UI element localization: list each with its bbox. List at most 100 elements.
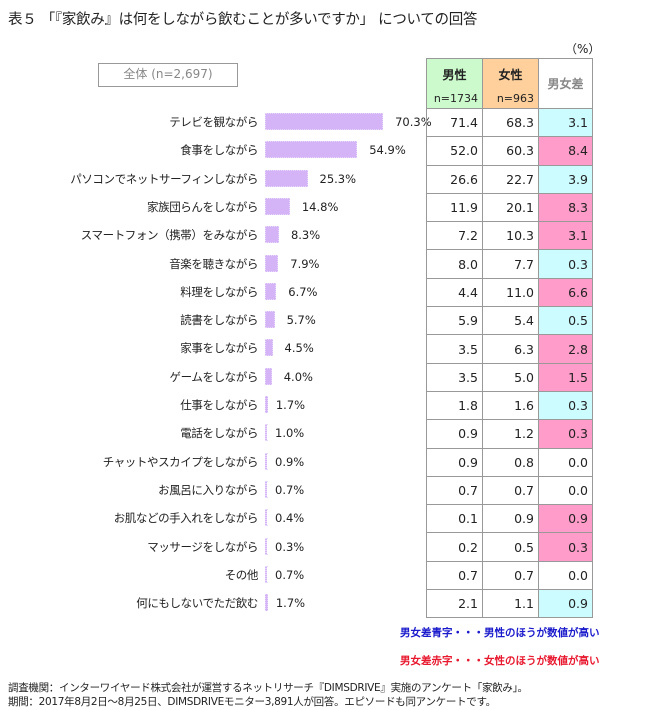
bar-value-label: 25.3% <box>319 171 357 186</box>
cell-diff: 0.3 <box>538 249 593 279</box>
bar <box>265 339 273 357</box>
total-sample-label: 全体 (n=2,697) <box>98 63 238 87</box>
chart-row: 料理をしながら 6.7% <box>0 278 660 306</box>
chart-row: 電話をしながら 1.0% <box>0 419 660 447</box>
table-row: 0.2 0.5 0.3 <box>426 532 593 562</box>
cell-female: 10.3 <box>482 221 539 251</box>
table-row: 5.9 5.4 0.5 <box>426 306 593 336</box>
cell-male: 71.4 <box>426 107 483 138</box>
bar <box>265 452 267 470</box>
table-row: 0.9 0.8 0.0 <box>426 447 593 477</box>
cell-female: 1.6 <box>482 390 539 421</box>
bar-value-label: 1.7% <box>275 398 306 412</box>
cell-female: 7.7 <box>482 249 539 279</box>
legend-blue: 男女差青字・・・男性のほうが数値が高い <box>400 627 600 639</box>
bar <box>265 254 279 272</box>
bar <box>265 226 279 244</box>
table-row: 3.5 6.3 2.8 <box>426 334 593 364</box>
bar <box>265 594 268 612</box>
cell-male: 0.1 <box>426 504 483 534</box>
chart-row: チャットやスカイプをしながら 0.9% <box>0 448 660 476</box>
bar-value-label: 70.3% <box>395 115 432 129</box>
source-line-2: 期間：2017年8月2日～8月25日、DIMSDRIVEモニター3,891人が回… <box>8 696 496 708</box>
header-diff: 男女差 <box>538 58 593 109</box>
cell-diff: 3.1 <box>538 221 593 251</box>
table-row: 2.1 1.1 0.9 <box>426 589 593 619</box>
bar-value-label: 7.9% <box>290 256 320 271</box>
chart-row: その他 0.7% <box>0 561 660 589</box>
bar-value-label: 14.8% <box>301 199 339 214</box>
bar-value-label: 4.0% <box>283 369 313 384</box>
chart-row: 家事をしながら 4.5% <box>0 334 660 362</box>
cell-male: 0.2 <box>426 532 483 562</box>
cell-female: 6.3 <box>482 334 539 364</box>
header-male: 男性 n=1734 <box>426 58 483 109</box>
chart-row: お風呂に入りながら 0.7% <box>0 476 660 504</box>
cell-diff: 2.8 <box>538 334 593 364</box>
gender-table: 男性 n=1734 女性 n=963 男女差 71.4 68.3 3.1 52.0 60… <box>426 58 593 619</box>
cell-diff: 3.9 <box>538 164 593 194</box>
bar <box>265 113 384 130</box>
bar <box>265 282 277 300</box>
chart-row: 仕事をしながら 1.7% <box>0 391 660 419</box>
header-female: 女性 n=963 <box>482 58 539 109</box>
category-label: 仕事をしながら <box>180 398 258 412</box>
cell-female: 60.3 <box>482 136 539 166</box>
table-header-row: 男性 n=1734 女性 n=963 男女差 <box>426 58 593 109</box>
category-label: テレビを観ながら <box>169 115 258 129</box>
cell-male: 0.9 <box>426 419 483 449</box>
table-row: 0.1 0.9 0.9 <box>426 504 593 534</box>
chart-row: 読書をしながら 5.7% <box>0 306 660 334</box>
category-label: 電話をしながら <box>180 426 258 441</box>
bar <box>265 197 290 215</box>
category-label: お肌などの手入れをしながら <box>113 511 259 526</box>
table-row: 71.4 68.3 3.1 <box>426 107 593 138</box>
cell-diff: 0.0 <box>538 475 593 506</box>
category-label: 料理をしながら <box>180 284 258 299</box>
cell-female: 68.3 <box>482 107 539 138</box>
bar-value-label: 0.7% <box>275 482 305 497</box>
category-label: お風呂に入りながら <box>158 482 258 497</box>
table-row: 3.5 5.0 1.5 <box>426 362 593 392</box>
category-label: 音楽を聴きながら <box>169 256 258 271</box>
bar-value-label: 5.7% <box>286 313 316 328</box>
cell-female: 5.4 <box>482 306 539 336</box>
cell-female: 0.9 <box>482 504 539 534</box>
bar <box>265 367 272 385</box>
bar-value-label: 0.3% <box>275 539 305 554</box>
bar-value-label: 0.7% <box>275 567 305 582</box>
category-label: その他 <box>224 567 259 582</box>
bar <box>265 565 267 583</box>
bar-value-label: 0.4% <box>275 511 305 526</box>
cell-diff: 6.6 <box>538 277 593 308</box>
cell-male: 0.9 <box>426 447 483 477</box>
cell-male: 0.7 <box>426 560 483 591</box>
cell-female: 0.5 <box>482 532 539 562</box>
cell-diff: 8.4 <box>538 136 593 166</box>
cell-diff: 1.5 <box>538 362 593 392</box>
cell-female: 0.7 <box>482 475 539 506</box>
bar-value-label: 6.7% <box>288 284 318 299</box>
cell-diff: 0.9 <box>538 589 593 619</box>
category-label: 食事をしながら <box>180 143 258 158</box>
cell-female: 0.7 <box>482 560 539 591</box>
table-row: 11.9 20.1 8.3 <box>426 192 593 223</box>
cell-female: 22.7 <box>482 164 539 194</box>
bar-value-label: 8.3% <box>290 228 321 243</box>
cell-male: 8.0 <box>426 249 483 279</box>
cell-female: 1.1 <box>482 589 539 619</box>
category-label: 何にもしないでただ飲む <box>136 596 258 611</box>
bar <box>265 141 358 159</box>
category-label: ゲームをしながら <box>169 369 259 384</box>
cell-female: 20.1 <box>482 192 539 223</box>
category-label: チャットやスカイプをしながら <box>102 454 259 469</box>
bar-value-label: 1.0% <box>275 426 305 441</box>
table-row: 26.6 22.7 3.9 <box>426 164 593 194</box>
category-label: 家事をしながら <box>180 341 258 356</box>
source-line-1: 調査機関：インターワイヤード株式会社が運営するネットリサーチ『DIMSDRIVE… <box>8 682 528 694</box>
page-title: 表５ 「『家飲み』は何をしながら飲むことが多いですか」 についての回答 <box>8 12 478 28</box>
cell-diff: 3.1 <box>538 107 593 138</box>
bar <box>265 509 267 527</box>
bar-value-label: 1.7% <box>275 596 306 611</box>
cell-male: 2.1 <box>426 589 483 619</box>
